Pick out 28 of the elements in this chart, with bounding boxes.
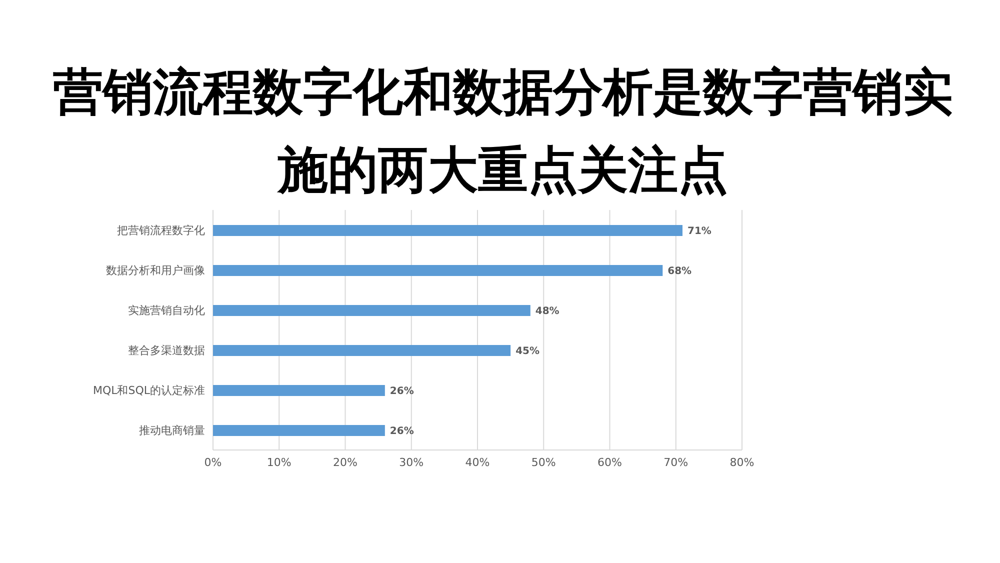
- bar: [213, 345, 511, 356]
- x-tick-label: 60%: [598, 456, 622, 469]
- y-tick-label: MQL和SQL的认定标准: [92, 384, 205, 397]
- data-label: 68%: [668, 266, 692, 278]
- y-tick-label: 数据分析和用户画像: [106, 264, 205, 277]
- x-tick-label: 0%: [204, 456, 222, 469]
- bar: [213, 305, 530, 316]
- bar: [213, 385, 385, 396]
- y-tick-label: 实施营销自动化: [128, 304, 205, 317]
- x-tick-label: 10%: [266, 456, 292, 469]
- y-tick-label: 推动电商销量: [139, 424, 205, 437]
- x-tick-label: 30%: [399, 456, 424, 469]
- x-tick-label: 40%: [465, 456, 490, 469]
- bar: [213, 225, 682, 236]
- data-label: 26%: [390, 426, 414, 438]
- y-tick-label: 整合多渠道数据: [128, 344, 205, 357]
- bar: [213, 425, 385, 436]
- data-label: 48%: [535, 306, 560, 318]
- x-tick-label: 70%: [664, 456, 688, 469]
- chart-title: 营销流程数字化和数据分析是数字营销实施的两大重点关注点: [52, 62, 954, 201]
- data-label: 71%: [687, 226, 712, 238]
- bar: [213, 265, 663, 276]
- y-tick-label: 把营销流程数字化: [117, 224, 205, 237]
- x-tick-label: 50%: [531, 456, 556, 469]
- data-label: 26%: [390, 386, 414, 398]
- x-tick-label: 20%: [333, 456, 358, 469]
- x-tick-label: 80%: [730, 456, 754, 469]
- data-label: 45%: [516, 346, 540, 358]
